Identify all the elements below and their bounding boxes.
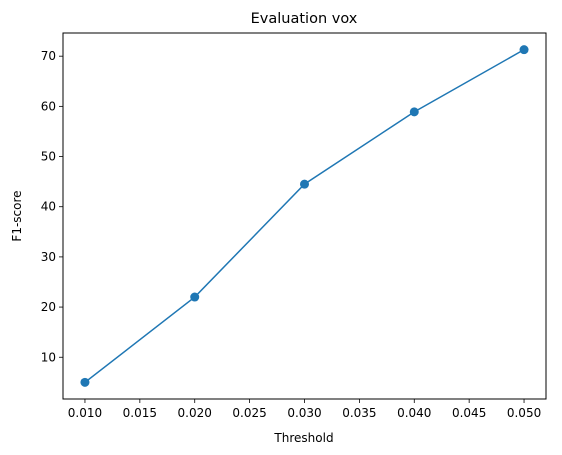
data-point	[300, 179, 309, 189]
y-axis: 10 20 30 40 50 60 70	[41, 49, 63, 364]
chart-title: Evaluation vox	[251, 11, 358, 27]
series-line	[84, 49, 525, 383]
y-tick-label: 10	[41, 350, 56, 364]
y-tick-label: 20	[41, 300, 56, 314]
plot-area	[80, 45, 529, 387]
y-tick-label: 60	[41, 99, 56, 113]
x-tick-label: 0.045	[452, 406, 486, 420]
x-tick-label: 0.010	[68, 406, 102, 420]
data-point	[80, 377, 90, 387]
x-axis: 0.010 0.015 0.020 0.025 0.030 0.035 0.040 0.045…	[68, 399, 541, 420]
x-tick-label: 0.035	[342, 406, 376, 420]
x-tick-label: 0.015	[123, 406, 157, 420]
x-tick-label: 0.030	[287, 406, 321, 420]
x-tick-label: 0.020	[178, 406, 212, 420]
y-axis-label: F1-score	[10, 190, 24, 241]
y-tick-label: 50	[41, 150, 56, 164]
data-point	[519, 45, 529, 55]
data-point	[409, 107, 419, 117]
x-tick-label: 0.050	[507, 406, 541, 420]
data-point	[190, 292, 200, 302]
y-tick-label: 30	[41, 250, 56, 264]
y-tick-label: 70	[41, 49, 56, 63]
x-axis-label: Threshold	[273, 431, 333, 445]
y-tick-label: 40	[41, 200, 56, 214]
x-tick-label: 0.025	[232, 406, 266, 420]
x-tick-label: 0.040	[397, 406, 431, 420]
plot-frame	[62, 32, 547, 400]
